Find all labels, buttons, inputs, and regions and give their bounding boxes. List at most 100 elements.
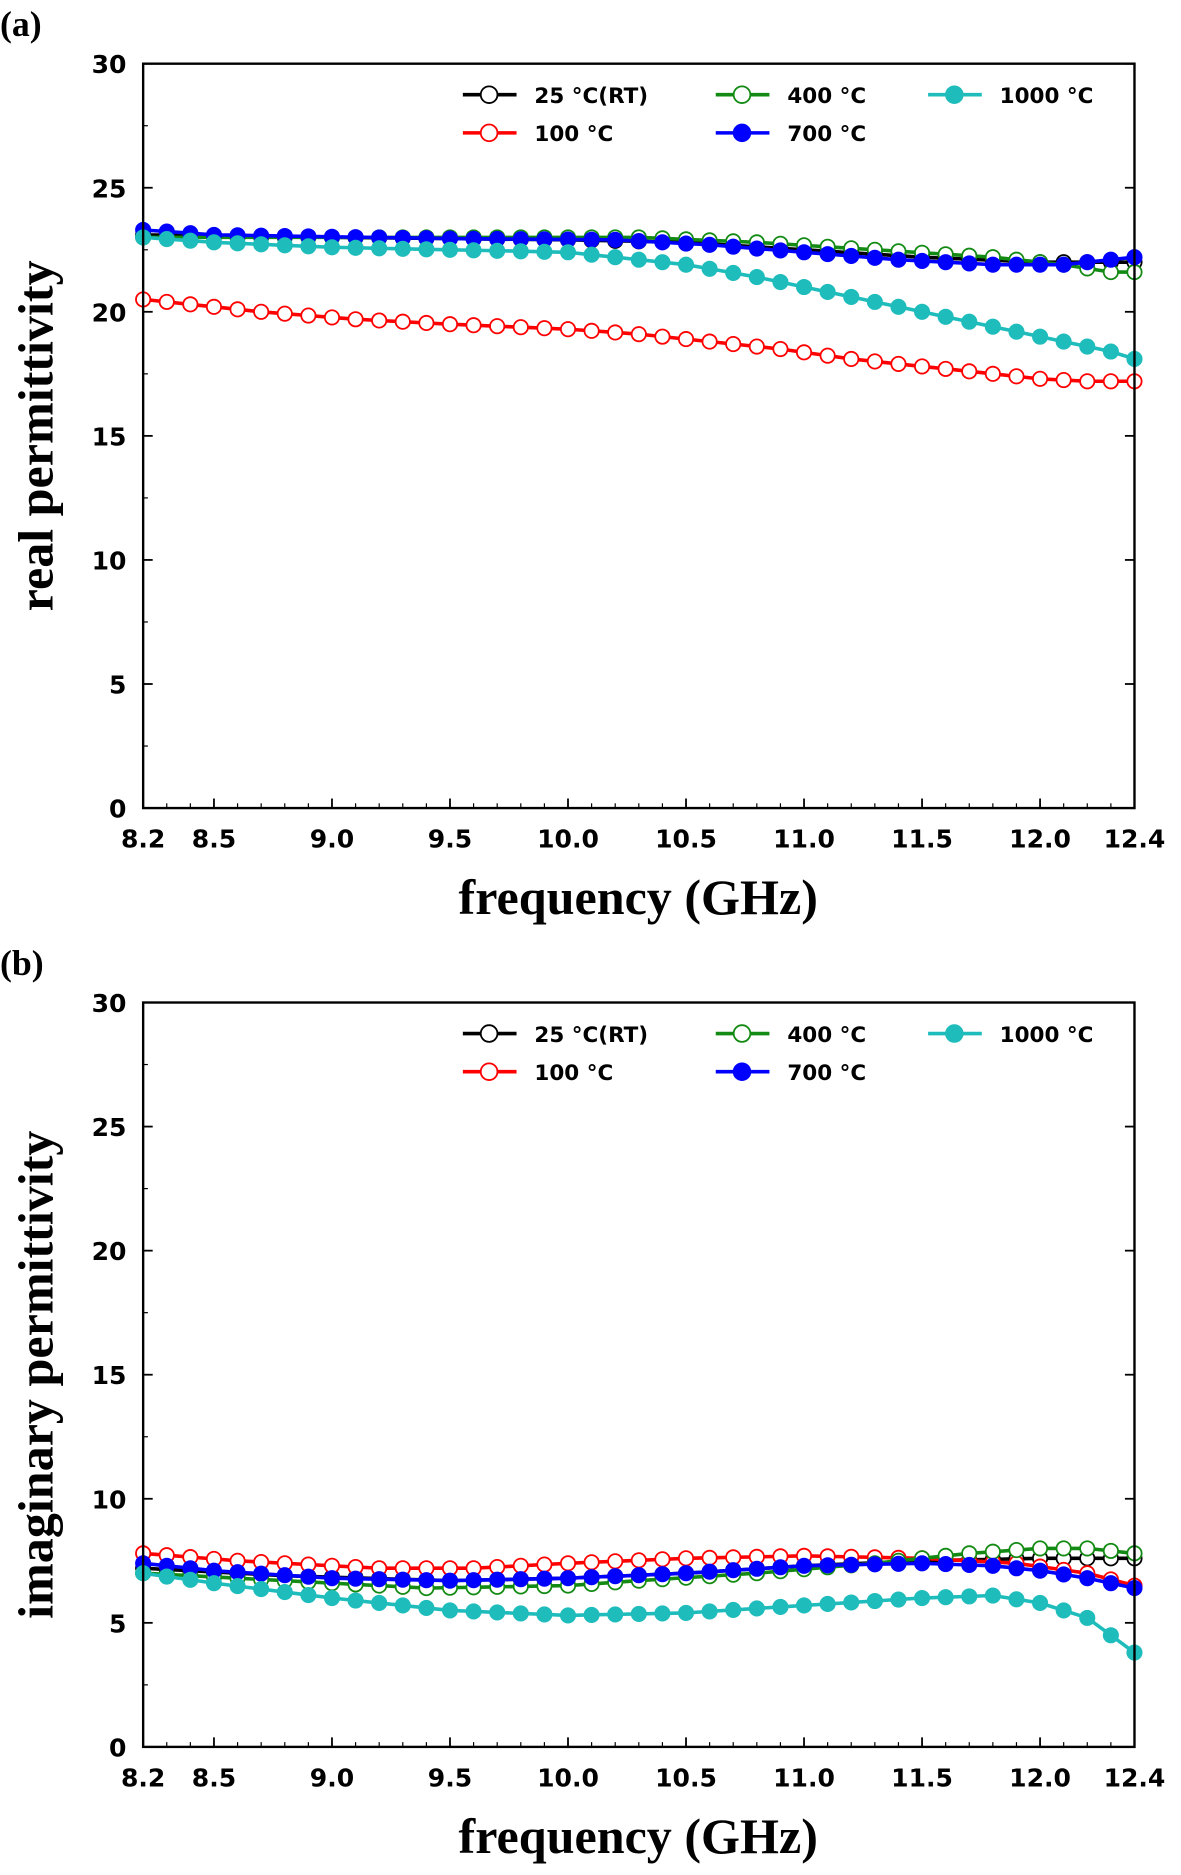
x-tick-label: 9.0 [310,824,354,853]
data-point [441,1572,459,1589]
y-tick-label: 25 [92,1113,127,1142]
data-point [512,319,529,336]
data-point [441,316,459,333]
legend-marker [479,123,499,143]
data-point [1055,1540,1072,1557]
plot-frame [141,62,1136,810]
data-point [866,1556,883,1573]
data-point [583,1554,600,1571]
data-point [347,239,364,256]
data-point [229,1578,246,1595]
legend-marker [945,1024,964,1043]
x-tick-label: 9.0 [310,1763,354,1792]
data-point [229,235,246,252]
data-point [1079,338,1096,355]
data-point [890,1555,907,1572]
data-point [300,307,317,324]
data-point [819,347,836,364]
data-point [276,1567,293,1584]
data-point [1102,1627,1119,1644]
data-point [583,246,600,263]
data-point [418,241,435,258]
data-point [937,308,954,325]
data-point [323,239,341,256]
panel-label: (b) [0,943,44,983]
x-tick-label: 10.0 [537,824,599,853]
x-tick-label: 12.4 [1104,824,1166,853]
data-point [371,240,388,257]
series-100-c [135,291,1143,390]
data-point [158,230,175,248]
data-point [158,293,175,310]
legend-item: 700 °C [715,122,866,147]
data-point [843,288,860,305]
data-point [607,1568,624,1585]
data-point [394,1571,411,1588]
y-tick-label: 20 [92,1237,127,1266]
data-point [984,318,1001,335]
data-point [512,1557,529,1574]
data-point [1032,1594,1049,1612]
legend-item: 100 °C [462,122,613,147]
panel-label: (a) [0,4,42,44]
data-point [1102,1542,1119,1559]
data-point [1102,343,1119,360]
y-tick-label: 5 [109,671,126,700]
data-point [913,252,931,269]
data-point [276,305,293,322]
legend-marker [732,1062,752,1081]
data-point [748,269,765,286]
legend-label: 700 °C [787,122,866,147]
data-point [253,236,270,253]
y-tick-label: 15 [92,422,127,451]
data-point [748,1600,765,1617]
data-point [1032,1562,1049,1579]
data-point [961,313,978,330]
data-point [843,350,860,368]
legend-label: 25 °C(RT) [534,1023,648,1048]
data-point [1008,1591,1025,1608]
data-point [607,249,624,266]
data-point [607,231,624,248]
data-point [819,1557,836,1574]
data-point [583,1569,600,1586]
y-tick-label: 25 [92,174,127,203]
x-tick-label: 10.5 [655,1763,717,1792]
data-point [253,1581,270,1598]
data-point [1079,373,1096,390]
data-point [583,231,600,248]
data-point [654,254,671,271]
data-point [465,1603,482,1620]
y-tick-label: 0 [109,795,126,824]
data-point [677,1550,695,1567]
data-point [300,238,317,255]
data-point [441,241,459,258]
data-point [536,320,553,337]
series-700-c [135,1555,1143,1597]
legend-label: 400 °C [787,84,866,109]
data-point [1032,370,1049,387]
data-point [583,1606,600,1623]
data-point [937,360,954,377]
data-point [394,313,411,330]
data-point [276,1584,293,1601]
data-point [795,244,813,261]
data-point [1079,1540,1096,1557]
y-tick-label: 15 [92,1361,127,1390]
data-point [371,312,388,329]
legend-label: 700 °C [787,1061,866,1086]
data-point [654,234,671,251]
data-point [253,303,270,320]
panel-a: (a) frequency (GHz) real permittivity 0 5… [0,4,1165,925]
x-tick-label: 12.0 [1009,824,1071,853]
data-point [937,254,954,271]
data-point [1102,373,1119,390]
data-point [465,317,482,334]
data-point [1008,1560,1025,1577]
data-point [489,242,506,259]
data-point [512,243,529,260]
data-point [843,1556,860,1573]
x-tick-label: 8.2 [121,1763,165,1792]
